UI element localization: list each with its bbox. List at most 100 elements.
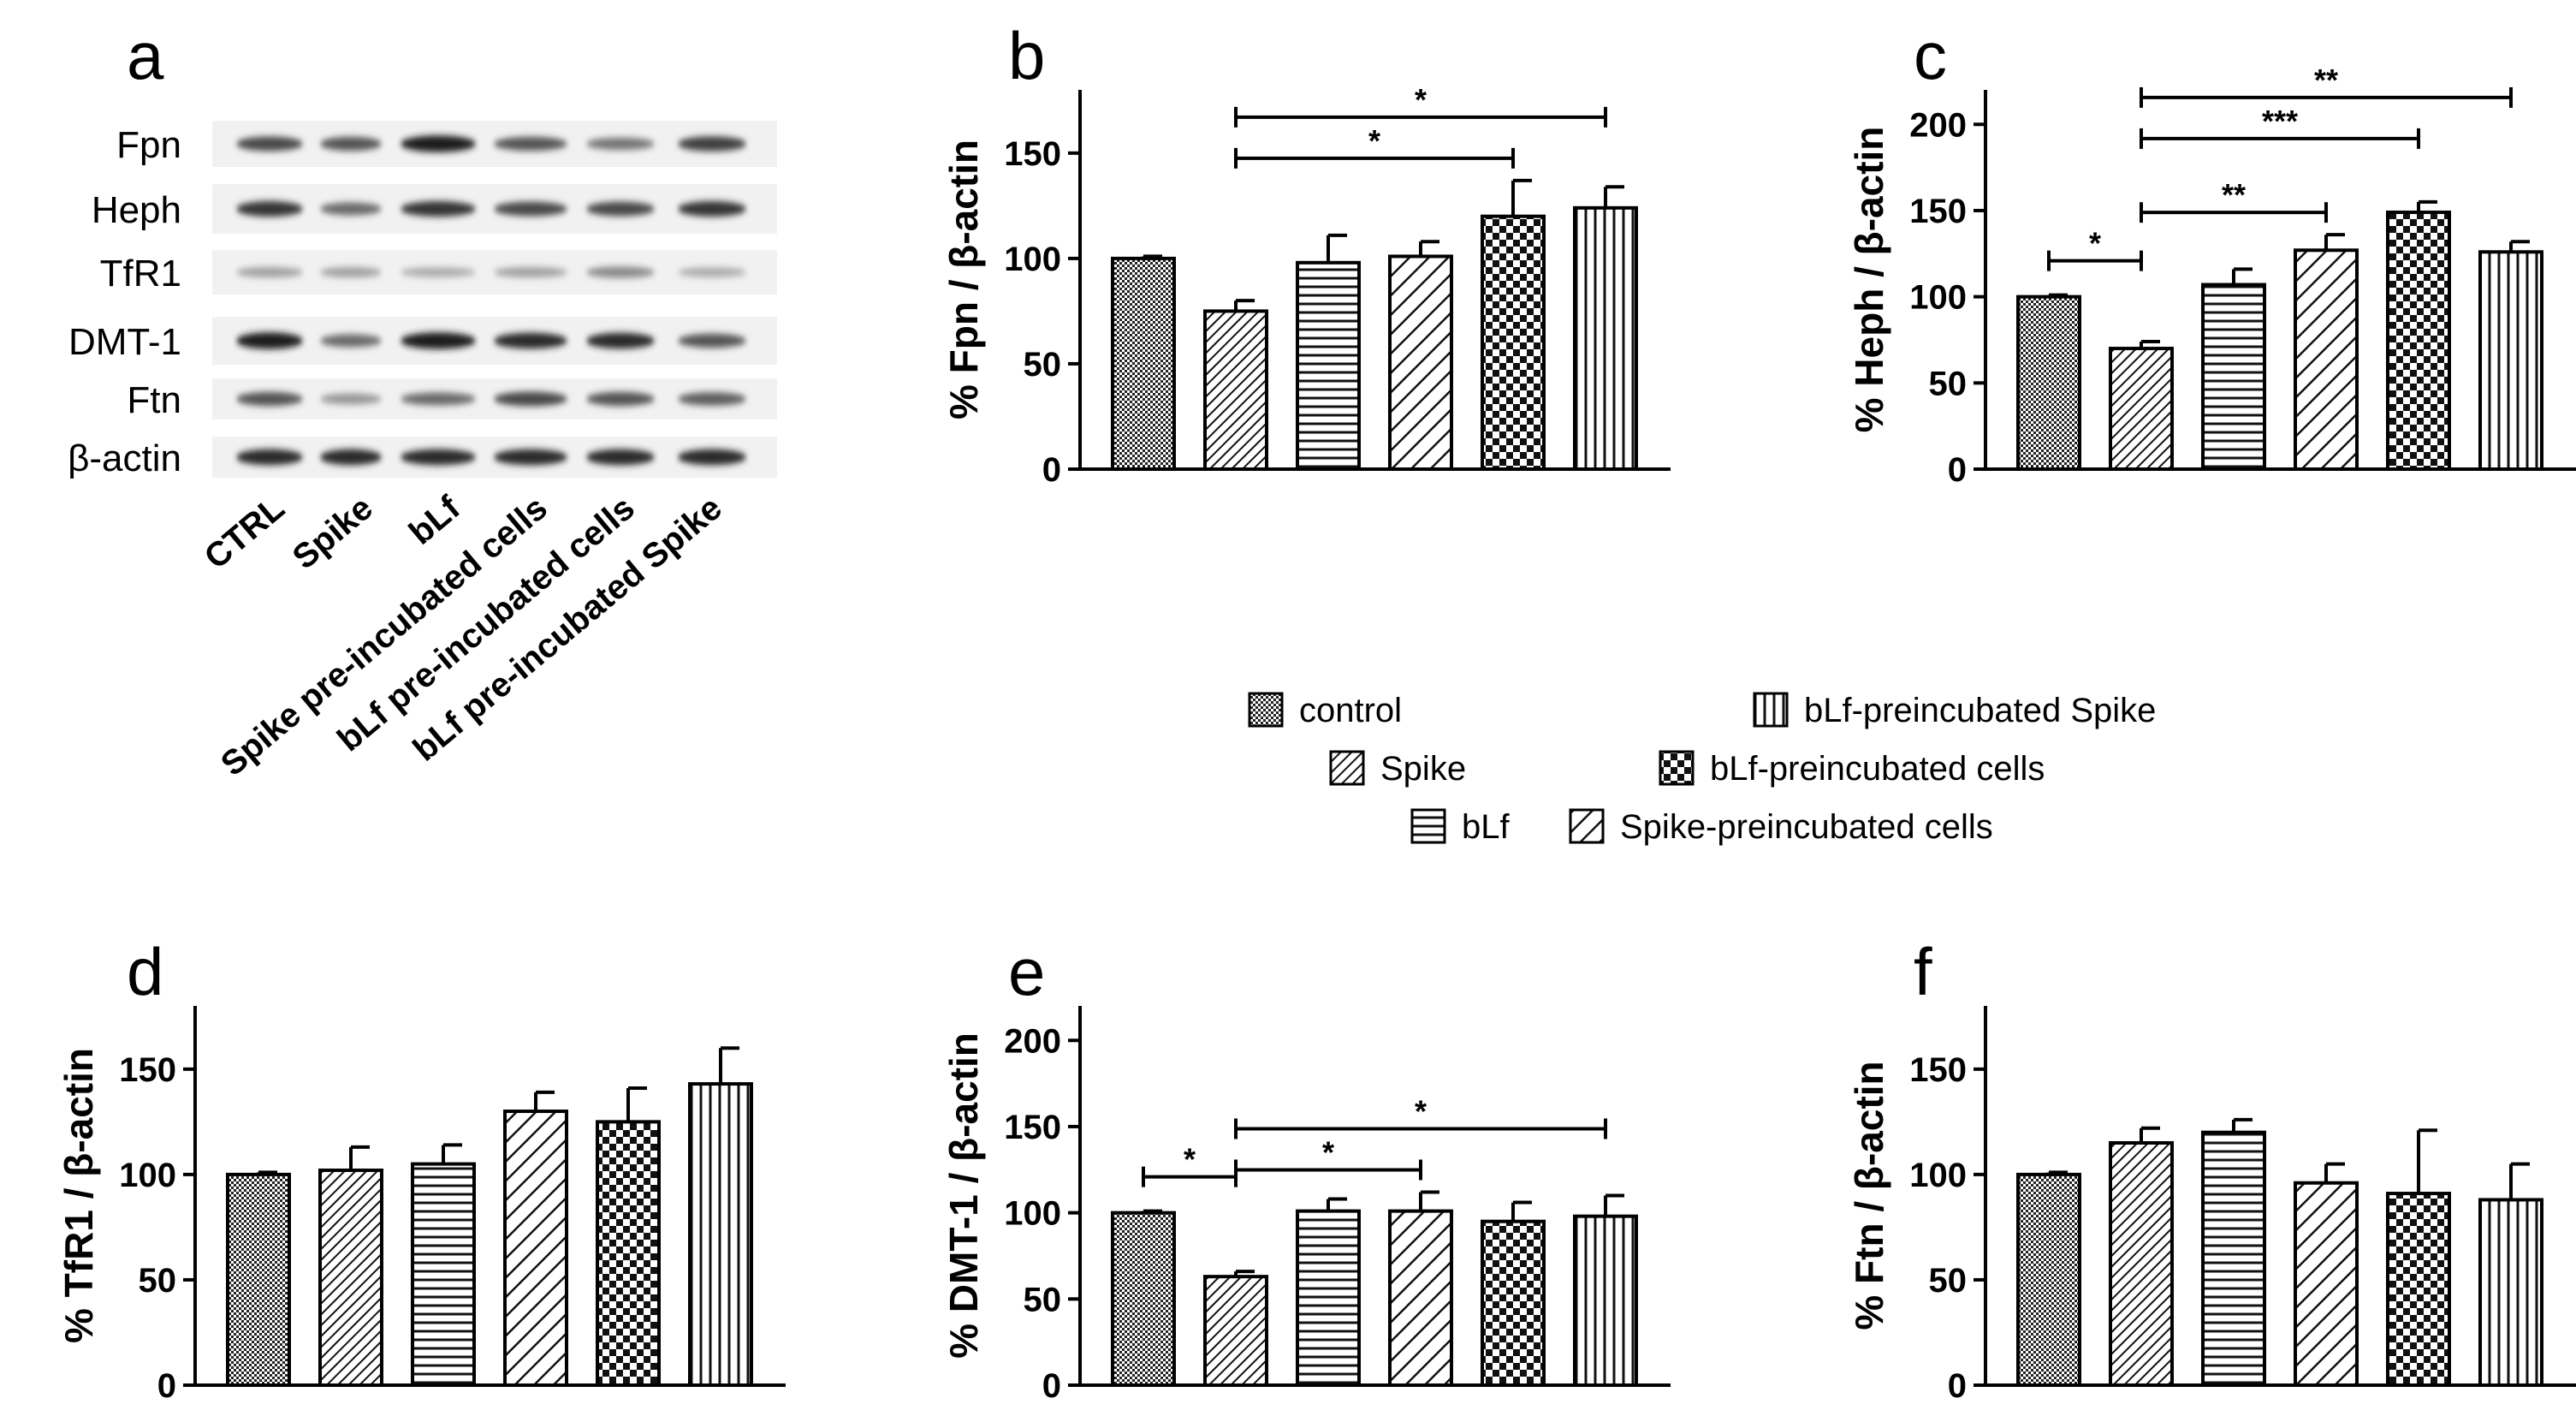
blot-lane-label: Spike xyxy=(286,489,380,576)
blot-band xyxy=(320,266,382,278)
blot-band xyxy=(236,136,303,152)
bar xyxy=(2478,1198,2543,1388)
blot-band xyxy=(236,449,303,466)
bar xyxy=(2201,283,2266,472)
blot-protein-label: β-actin xyxy=(68,437,181,479)
blot-protein-label: Heph xyxy=(92,189,181,231)
y-axis-label: % Fpn / β-actin xyxy=(941,140,986,419)
legend-swatch xyxy=(1659,750,1695,786)
y-axis-label: % Heph / β-actin xyxy=(1847,127,1891,433)
bar xyxy=(2478,250,2543,472)
legend-swatch xyxy=(1753,692,1789,728)
bar xyxy=(596,1120,661,1387)
legend-swatch xyxy=(1569,808,1605,844)
blot-band xyxy=(586,332,655,349)
panel-letter-e: e xyxy=(1008,934,1045,1009)
blot-band xyxy=(236,266,303,278)
chart-tfr1: 0 50 100 150 % TfR1 / β-actin xyxy=(56,1006,786,1405)
blot-band xyxy=(494,332,567,349)
blot-band xyxy=(678,333,746,348)
blot-band xyxy=(586,201,655,217)
significance-label: ** xyxy=(2222,177,2246,212)
y-tick-label: 50 xyxy=(1024,1281,1062,1318)
bar xyxy=(1388,1209,1453,1387)
blot-protein-label: DMT-1 xyxy=(68,321,181,363)
blot-lane-label: bLf xyxy=(402,489,467,552)
bar xyxy=(503,1110,568,1387)
bar xyxy=(1296,260,1361,471)
bar xyxy=(2016,295,2081,471)
blot-protein-label: Ftn xyxy=(127,379,181,421)
significance-label: *** xyxy=(2262,104,2298,139)
y-tick-label: 100 xyxy=(1004,241,1061,278)
blot-band xyxy=(401,200,476,217)
panel-letter-b: b xyxy=(1008,18,1045,93)
blot-band xyxy=(320,393,382,405)
bar xyxy=(2109,1140,2174,1387)
y-tick-label: 150 xyxy=(119,1051,176,1089)
bar xyxy=(1481,214,1546,472)
bar xyxy=(2294,248,2359,471)
blot-band xyxy=(494,201,567,217)
y-tick-label: 50 xyxy=(139,1262,177,1300)
blot-band xyxy=(494,449,567,466)
y-axis-label: % Ftn / β-actin xyxy=(1847,1061,1891,1330)
significance-label: * xyxy=(1415,1093,1427,1128)
blot-band xyxy=(401,267,476,277)
panel-letter-a: a xyxy=(127,18,164,93)
y-tick-label: 100 xyxy=(1909,279,1967,317)
blot-band xyxy=(494,136,567,152)
significance-label: * xyxy=(2089,226,2101,261)
blot-band xyxy=(678,449,746,466)
legend-label: bLf-preincubated cells xyxy=(1710,750,2045,788)
blot-band xyxy=(586,449,655,466)
blot-band xyxy=(678,267,746,277)
blot-band xyxy=(236,332,303,349)
bar xyxy=(2016,1172,2081,1388)
significance-label: * xyxy=(1368,123,1380,158)
blot-band xyxy=(401,392,476,406)
bar xyxy=(1573,205,1638,471)
blot-protein-label: TfR1 xyxy=(100,253,181,295)
legend-swatch xyxy=(1329,750,1365,786)
bar xyxy=(1203,309,1268,471)
y-axis-label: % DMT-1 / β-actin xyxy=(941,1032,986,1359)
blot-band xyxy=(586,266,655,278)
y-tick-label: 0 xyxy=(157,1367,176,1405)
y-tick-label: 100 xyxy=(1004,1195,1061,1233)
y-tick-label: 150 xyxy=(1004,135,1061,173)
blot-band xyxy=(320,202,382,216)
y-tick-label: 150 xyxy=(1909,1051,1967,1089)
legend: control Spike bLf bLf-preincubated Spike bLf… xyxy=(1248,692,2156,846)
blot-band xyxy=(236,200,303,217)
panel-letter-c: c xyxy=(1914,18,1947,93)
blot-band xyxy=(236,391,303,407)
bar xyxy=(2294,1181,2359,1387)
y-tick-label: 200 xyxy=(1909,106,1967,144)
blot-band xyxy=(320,136,382,152)
y-tick-label: 200 xyxy=(1004,1022,1061,1060)
y-tick-label: 100 xyxy=(1909,1157,1967,1194)
significance-label: * xyxy=(1184,1142,1196,1177)
bar xyxy=(2201,1130,2266,1387)
bar xyxy=(1111,256,1176,471)
blot-band xyxy=(494,266,567,278)
chart-dmt1: 0 50 100 150 200 % DMT-1 / β-actin * * * xyxy=(941,1006,1671,1405)
y-tick-label: 50 xyxy=(1929,365,1968,402)
chart-fpn: 0 50 100 150 % Fpn / β-actin * * xyxy=(941,82,1671,489)
panel-letter-d: d xyxy=(127,934,163,1009)
legend-swatch xyxy=(1410,808,1446,844)
y-tick-label: 100 xyxy=(119,1157,176,1194)
blot-band xyxy=(401,332,476,349)
legend-label: bLf-preincubated Spike xyxy=(1804,692,2156,729)
blot-band xyxy=(586,391,655,407)
legend-swatch xyxy=(1248,692,1284,728)
legend-label: control xyxy=(1299,692,1402,729)
blot-band xyxy=(678,200,746,217)
bar xyxy=(2386,1192,2451,1388)
bar xyxy=(318,1168,383,1388)
blot-band xyxy=(401,135,476,152)
